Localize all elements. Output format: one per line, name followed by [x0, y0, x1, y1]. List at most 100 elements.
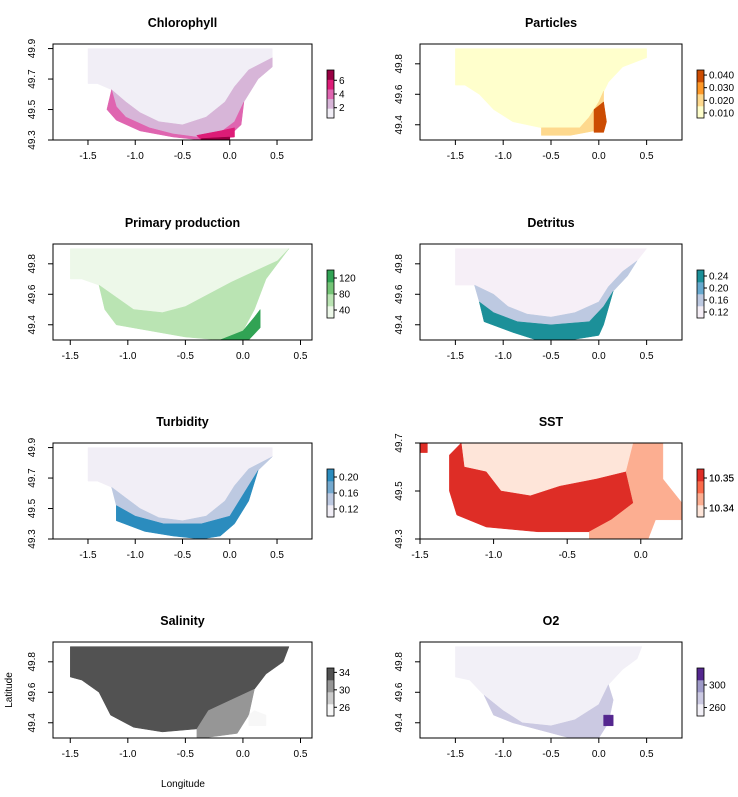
legend: 0.12 0.16 0.20 — [326, 468, 359, 518]
y-tick-label: 49.3 — [394, 529, 405, 549]
legend-frame — [696, 468, 705, 518]
x-tick-label: 0.0 — [223, 151, 237, 162]
panel-5: SST-1.5 -1.0 -0.5 0.049.349.549.710.3510.35… — [394, 415, 734, 561]
legend-swatch — [327, 282, 334, 295]
x-tick-label: -1.0 — [127, 550, 145, 561]
legend-swatch — [697, 106, 704, 119]
x-tick-label: -1.0 — [495, 351, 513, 362]
legend-swatch — [697, 82, 704, 95]
zones — [87, 48, 273, 140]
legend-swatch — [327, 108, 334, 119]
y-tick-label: 49.5 — [394, 481, 405, 501]
x-tick-label: -1.5 — [62, 351, 80, 362]
zone-high — [478, 291, 614, 340]
legend-label: 0.010 — [709, 108, 734, 119]
zones — [420, 443, 682, 539]
legend-label: 80 — [339, 290, 351, 301]
x-tick-label: 0.0 — [634, 550, 648, 561]
x-tick-label: -1.0 — [485, 550, 503, 561]
y-tick-label: 49.6 — [394, 682, 405, 702]
legend-swatch — [327, 79, 334, 90]
zone-low — [455, 48, 647, 129]
x-tick-label: -1.0 — [119, 351, 137, 362]
x-tick-label: -1.5 — [79, 151, 97, 162]
x-tick-label: -0.5 — [559, 550, 577, 561]
legend-frame — [696, 667, 705, 717]
legend-swatch — [327, 493, 334, 506]
legend-label: 0.20 — [339, 473, 359, 484]
x-tick-label: -1.5 — [411, 550, 429, 561]
legend-label: 0.16 — [709, 296, 729, 307]
x-tick-label: -0.5 — [174, 550, 192, 561]
legend-swatch — [327, 89, 334, 100]
legend-label: 0.030 — [709, 83, 734, 94]
legend-label: 4 — [339, 90, 345, 101]
y-tick-label: 49.4 — [27, 713, 38, 733]
x-tick-label: 0.0 — [592, 151, 606, 162]
zone-mid — [98, 248, 290, 340]
x-tick-label: 0.5 — [640, 151, 654, 162]
legend-label: 2 — [339, 103, 345, 114]
legend-label: 10.35 — [709, 474, 734, 485]
zone-high — [603, 714, 614, 727]
x-tick-label: -0.5 — [542, 749, 560, 760]
legend-label: 0.040 — [709, 71, 734, 82]
panel-6: Salinity -1.5 -1.0 -0.5 0.0 0.5 49.4 49.6 49.8 26… — [27, 614, 351, 760]
panel-title: Primary production — [125, 216, 240, 230]
panel-title: Chlorophyll — [148, 16, 217, 30]
plot-frame — [52, 243, 313, 341]
legend-swatch — [327, 505, 334, 518]
panel-2: Primary production -1.5 -1.0 -0.5 0.0 0.5 49.4… — [27, 216, 356, 362]
x-tick-label: 0.5 — [640, 351, 654, 362]
x-tick-label: -1.5 — [62, 749, 80, 760]
legend-swatch — [327, 70, 334, 80]
panel-4: Turbidity -1.5 -1.0 -0.5 0.0 0.5 49.3 49.5 49.7 4… — [27, 415, 359, 561]
legend-label: 0.20 — [709, 284, 729, 295]
y-tick-label: 49.9 — [27, 437, 38, 457]
legend-label: 40 — [339, 306, 351, 317]
legend-swatch — [697, 481, 704, 494]
figure-ylabel: Latitude — [4, 672, 15, 708]
legend-swatch — [327, 98, 334, 109]
legend-frame — [696, 69, 705, 119]
zone-high — [106, 88, 245, 140]
zone-mid — [483, 684, 614, 738]
legend-swatch — [697, 94, 704, 107]
x-tick-label: -0.5 — [177, 749, 195, 760]
y-tick-label: 49.3 — [27, 130, 38, 150]
legend-label: 6 — [339, 76, 345, 87]
x-tick-label: -1.5 — [447, 351, 465, 362]
x-tick-label: 0.0 — [223, 550, 237, 561]
legend-label: 10.34 — [709, 504, 734, 515]
zones — [455, 646, 643, 738]
legend-swatch — [697, 704, 704, 717]
figure-xlabel: Longitude — [161, 779, 205, 790]
x-tick-label: -1.0 — [119, 749, 137, 760]
x-tick-label: -1.0 — [495, 749, 513, 760]
zones — [455, 48, 647, 136]
legend-label: 0.020 — [709, 96, 734, 107]
panel-title: SST — [539, 415, 564, 429]
x-tick-label: -1.5 — [447, 749, 465, 760]
panel-title: Salinity — [160, 614, 205, 628]
legend-swatch — [697, 306, 704, 319]
x-tick-label: 0.0 — [236, 351, 250, 362]
legend-swatch — [697, 505, 704, 518]
x-tick-label: -0.5 — [174, 151, 192, 162]
legend-label: 120 — [339, 274, 356, 285]
zones — [455, 248, 648, 340]
y-tick-label: 49.7 — [27, 69, 38, 89]
zones — [70, 248, 290, 340]
panel-7: O2 -1.5 -1.0 -0.5 0.0 0.5 49.4 49.6 49.8 260 300 — [394, 614, 726, 760]
x-tick-label: -0.5 — [177, 351, 195, 362]
legend-swatch — [327, 270, 334, 283]
y-tick-label: 49.8 — [394, 54, 405, 74]
x-tick-label: -0.5 — [542, 151, 560, 162]
y-tick-label: 49.5 — [27, 99, 38, 119]
y-tick-label: 49.4 — [394, 713, 405, 733]
legend-swatch — [697, 270, 704, 283]
panel-title: Detritus — [527, 216, 574, 230]
y-tick-label: 49.7 — [27, 468, 38, 488]
zone-high — [219, 308, 261, 340]
